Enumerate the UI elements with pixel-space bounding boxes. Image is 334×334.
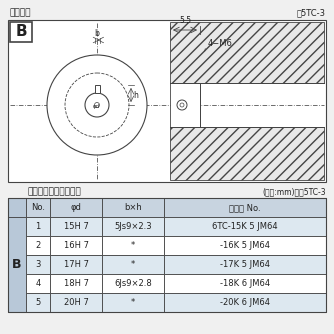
Text: コード No.: コード No. bbox=[229, 203, 261, 212]
Text: -20K 6 JM64: -20K 6 JM64 bbox=[220, 298, 270, 307]
Text: 軸穴形状: 軸穴形状 bbox=[10, 8, 31, 17]
Text: 4−M6: 4−M6 bbox=[208, 39, 233, 48]
Text: 3: 3 bbox=[35, 260, 41, 269]
Text: *: * bbox=[131, 260, 135, 269]
Text: b: b bbox=[95, 28, 100, 37]
Text: 2: 2 bbox=[35, 241, 41, 250]
Text: -17K 5 JM64: -17K 5 JM64 bbox=[220, 260, 270, 269]
Bar bbox=[164, 217, 326, 236]
Bar bbox=[102, 236, 164, 255]
Circle shape bbox=[85, 93, 109, 117]
Bar bbox=[164, 236, 326, 255]
Bar bbox=[102, 293, 164, 312]
Bar bbox=[50, 198, 102, 217]
Bar bbox=[10, 22, 32, 42]
Text: 4: 4 bbox=[35, 279, 41, 288]
Text: -16K 5 JM64: -16K 5 JM64 bbox=[220, 241, 270, 250]
Text: -18K 6 JM64: -18K 6 JM64 bbox=[220, 279, 270, 288]
Text: φd: φd bbox=[70, 203, 81, 212]
Bar bbox=[50, 236, 102, 255]
Circle shape bbox=[47, 55, 147, 155]
Bar bbox=[170, 83, 200, 127]
Bar bbox=[8, 198, 326, 312]
Bar bbox=[164, 255, 326, 274]
Bar bbox=[8, 20, 326, 182]
Text: (単位:mm)　表5TC-3: (単位:mm) 表5TC-3 bbox=[263, 187, 326, 196]
Text: B: B bbox=[12, 258, 22, 271]
Text: 軸穴形状コード一覧表: 軸穴形状コード一覧表 bbox=[28, 187, 82, 196]
Text: 17H 7: 17H 7 bbox=[63, 260, 89, 269]
Text: *: * bbox=[131, 298, 135, 307]
Bar bbox=[26, 236, 50, 255]
Bar bbox=[170, 22, 324, 83]
Bar bbox=[164, 198, 326, 217]
Bar bbox=[102, 198, 164, 217]
Text: 5Js9×2.3: 5Js9×2.3 bbox=[114, 222, 152, 231]
Text: 囶5TC-3: 囶5TC-3 bbox=[297, 8, 326, 17]
Bar bbox=[50, 217, 102, 236]
Bar bbox=[26, 217, 50, 236]
Circle shape bbox=[95, 103, 100, 108]
Text: B: B bbox=[15, 24, 27, 39]
Text: 5: 5 bbox=[35, 298, 41, 307]
Text: 5.5: 5.5 bbox=[179, 16, 191, 25]
Circle shape bbox=[180, 103, 184, 107]
Text: 16H 7: 16H 7 bbox=[63, 241, 89, 250]
Bar bbox=[164, 293, 326, 312]
Text: 15H 7: 15H 7 bbox=[63, 222, 89, 231]
Bar bbox=[50, 274, 102, 293]
Text: 20H 7: 20H 7 bbox=[63, 298, 89, 307]
Bar bbox=[102, 255, 164, 274]
Text: φd: φd bbox=[93, 104, 100, 109]
Bar bbox=[164, 274, 326, 293]
Bar bbox=[26, 293, 50, 312]
Text: 18H 7: 18H 7 bbox=[63, 279, 89, 288]
Bar bbox=[8, 198, 26, 217]
Bar bbox=[170, 127, 324, 180]
Bar bbox=[102, 217, 164, 236]
Bar bbox=[95, 85, 100, 93]
Circle shape bbox=[177, 100, 187, 110]
Bar bbox=[26, 198, 50, 217]
Bar bbox=[8, 217, 26, 312]
Bar bbox=[26, 274, 50, 293]
Bar bbox=[26, 255, 50, 274]
Text: b×h: b×h bbox=[124, 203, 142, 212]
Text: *: * bbox=[131, 241, 135, 250]
Bar bbox=[50, 293, 102, 312]
Text: h: h bbox=[133, 91, 138, 100]
Text: 1: 1 bbox=[35, 222, 41, 231]
Text: 6Js9×2.8: 6Js9×2.8 bbox=[114, 279, 152, 288]
Bar bbox=[102, 274, 164, 293]
Text: No.: No. bbox=[31, 203, 45, 212]
Bar bbox=[50, 255, 102, 274]
Text: 6TC-15K 5 JM64: 6TC-15K 5 JM64 bbox=[212, 222, 278, 231]
